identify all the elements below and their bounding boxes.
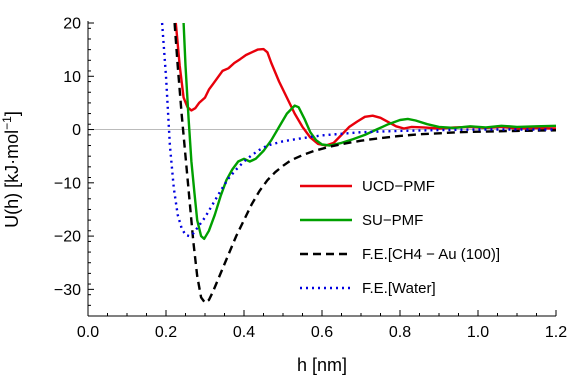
legend-item-f-e-ch4-au-100: F.E.[CH4 − Au (100)]: [300, 246, 500, 263]
legend-label: F.E.[CH4 − Au (100)]: [362, 246, 500, 263]
legend: UCD−PMF SU−PMF F.E.[CH4 − Au (100)] F.E.[Wa…: [300, 178, 500, 297]
series-line-f-e-ch4-au-100: [173, 22, 557, 304]
y-axis-label-main: U(h) [kJ·mol: [2, 130, 22, 228]
series-line-su-pmf: [182, 22, 557, 240]
x-tick-label: 0.2: [155, 324, 177, 341]
legend-label: SU−PMF: [362, 212, 423, 229]
y-tick-label: −20: [54, 229, 81, 246]
y-axis: 20 10 0 −10 −20 −30 U(h) [kJ·mol−1]: [0, 16, 94, 317]
y-tick-label: 10: [63, 69, 81, 86]
x-tick-label: 0.6: [311, 324, 333, 341]
y-tick-label: −30: [54, 282, 81, 299]
x-tick-label: 0.8: [389, 324, 411, 341]
legend-item-f-e-water: F.E.[Water]: [300, 280, 436, 297]
series-line-f-e-water: [160, 22, 556, 238]
x-tick-label: 1.2: [545, 324, 567, 341]
legend-label: UCD−PMF: [362, 178, 435, 195]
y-axis-label: U(h) [kJ·mol−1]: [0, 111, 22, 228]
x-tick-label: 0.0: [77, 324, 99, 341]
x-tick-label: 0.4: [233, 324, 255, 341]
y-ticks: 20 10 0 −10 −20 −30: [54, 16, 94, 317]
legend-label: F.E.[Water]: [362, 280, 436, 297]
legend-item-ucd-pmf: UCD−PMF: [300, 178, 435, 195]
legend-item-su-pmf: SU−PMF: [300, 212, 423, 229]
series-line-ucd-pmf: [174, 22, 557, 147]
plot-area: [88, 22, 557, 304]
series-layer: [160, 22, 557, 304]
y-tick-label: 0: [72, 122, 81, 139]
y-axis-label-exponent: −1: [0, 116, 14, 130]
y-tick-label: 20: [63, 16, 81, 33]
x-tick-label: 1.0: [467, 324, 489, 341]
y-tick-label: −10: [54, 175, 81, 192]
y-axis-label-close: ]: [2, 111, 22, 116]
x-axis: 0.0 0.2 0.4 0.6 0.8 1.0 1.2 h [nm]: [77, 310, 567, 375]
x-ticks: 0.0 0.2 0.4 0.6 0.8 1.0 1.2: [77, 310, 567, 341]
x-axis-label: h [nm]: [297, 355, 347, 375]
